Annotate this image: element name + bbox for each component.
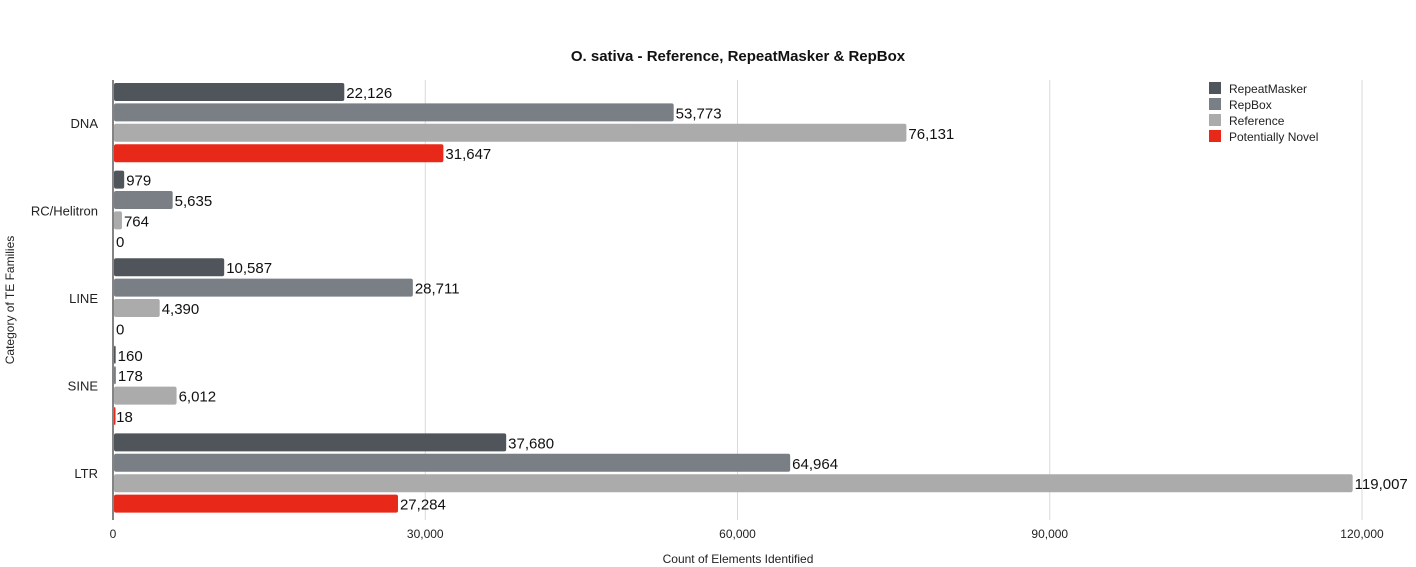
category-label-ltr: LTR [74,466,98,481]
legend-swatch-repeatmasker [1209,82,1221,94]
category-label-sine: SINE [68,379,99,394]
legend-swatch-reference [1209,114,1221,126]
x-tick-labels: 0 30,000 60,000 90,000 120,000 [110,527,1384,541]
x-tick-label: 90,000 [1031,527,1068,541]
bar-repbox-dna [114,103,674,122]
bar-repeatmasker-rc-helitron [114,170,125,189]
legend-label-potentially-novel: Potentially Novel [1229,130,1318,144]
category-label-dna: DNA [71,116,99,131]
data-label-repeatmasker-line: 10,587 [226,260,272,277]
x-tick-label: 120,000 [1340,527,1384,541]
data-label-repbox-ltr: 64,964 [792,456,838,473]
legend: RepeatMasker RepBox Reference Potentially N… [1209,82,1318,144]
bar-potentially-novel-sine [114,407,116,425]
data-label-reference-ltr: 119,007 [1355,476,1408,493]
legend-swatch-potentially-novel [1209,130,1221,142]
data-label-potentially-novel-ltr: 27,284 [400,497,446,514]
bar-repbox-rc-helitron [114,191,173,209]
bar-reference-sine [114,386,177,405]
x-tick-label: 30,000 [407,527,444,541]
data-label-potentially-novel-line: 0 [116,321,124,338]
data-label-repbox-sine: 178 [118,368,143,385]
x-tick-label: 0 [110,527,117,541]
legend-swatch-repbox [1209,98,1221,110]
data-label-potentially-novel-rc-helitron: 0 [116,234,124,251]
legend-label-repeatmasker: RepeatMasker [1229,82,1307,96]
bar-reference-rc-helitron [114,211,122,230]
y-axis-label: Category of TE Families [3,236,17,365]
bar-potentially-novel-dna [114,144,444,163]
data-label-potentially-novel-dna: 31,647 [445,146,491,163]
x-axis-label: Count of Elements Identified [663,552,814,566]
data-label-repbox-dna: 53,773 [676,105,722,122]
data-label-reference-sine: 6,012 [179,389,217,406]
bar-repbox-ltr [114,453,791,472]
bar-potentially-novel-ltr [114,494,398,513]
data-label-reference-line: 4,390 [162,301,200,318]
bar-repeatmasker-ltr [114,433,507,452]
data-label-repbox-line: 28,711 [415,281,460,298]
data-label-repbox-rc-helitron: 5,635 [175,193,213,210]
x-tick-label: 60,000 [719,527,756,541]
category-label-rc-helitron: RC/Helitron [31,203,98,218]
bar-repbox-line [114,278,413,297]
bar-reference-ltr [114,474,1353,493]
data-label-repeatmasker-dna: 22,126 [346,85,392,102]
bar-repbox-sine [114,366,116,385]
bar-repeatmasker-dna [114,83,345,101]
bar-reference-line [114,299,160,317]
bar-repeatmasker-line [114,258,225,277]
data-label-repeatmasker-ltr: 37,680 [508,435,554,452]
data-labels: 22,12653,77376,13131,6479795,635764010,5… [116,85,1408,514]
legend-label-repbox: RepBox [1229,98,1272,112]
bar-reference-dna [114,123,907,142]
category-labels: DNA RC/Helitron LINE SINE LTR [31,116,99,481]
bar-repeatmasker-sine [114,345,116,364]
data-label-repeatmasker-sine: 160 [118,348,143,365]
data-label-reference-rc-helitron: 764 [124,213,149,230]
data-label-reference-dna: 76,131 [908,126,954,143]
chart-title: O. sativa - Reference, RepeatMasker & Re… [571,48,906,65]
bars [114,83,1353,513]
data-label-potentially-novel-sine: 18 [116,409,133,426]
category-label-line: LINE [69,291,98,306]
data-label-repeatmasker-rc-helitron: 979 [126,173,151,190]
legend-label-reference: Reference [1229,114,1285,128]
